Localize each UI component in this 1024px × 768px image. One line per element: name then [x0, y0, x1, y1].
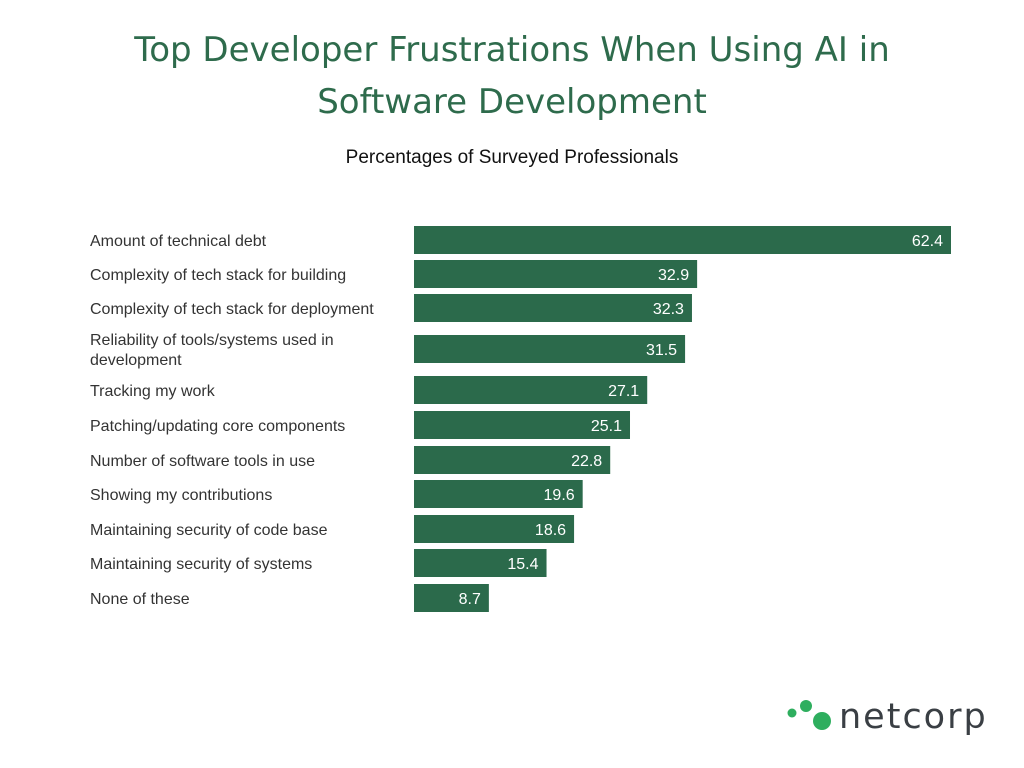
category-label: Complexity of tech stack for deployment — [90, 301, 374, 318]
bar — [414, 549, 547, 577]
bar-value-label: 31.5 — [646, 342, 677, 359]
category-label: Number of software tools in use — [90, 453, 315, 470]
category-label: development — [90, 352, 182, 369]
bar-value-label: 27.1 — [608, 383, 639, 400]
bar — [414, 446, 611, 474]
category-label: Amount of technical debt — [90, 233, 267, 250]
logo-dot-small — [787, 708, 797, 718]
category-label: Showing my contributions — [90, 487, 272, 504]
bar-value-label: 62.4 — [912, 233, 943, 250]
chart-subtitle: Percentages of Surveyed Professionals — [345, 147, 679, 168]
category-label: Patching/updating core components — [90, 418, 345, 435]
category-label: Maintaining security of systems — [90, 556, 312, 573]
bar-value-label: 25.1 — [591, 418, 622, 435]
bar-chart: 62.4 Amount of technical debt 32.9 Complexi… — [90, 226, 951, 612]
category-label: None of these — [90, 591, 190, 608]
bar — [414, 515, 575, 543]
bar-value-label: 8.7 — [459, 591, 481, 608]
category-label: Reliability of tools/systems used in — [90, 332, 334, 349]
bar — [414, 480, 583, 508]
bar — [414, 376, 648, 404]
brand-name: netcorp — [839, 697, 988, 737]
bar — [414, 226, 951, 254]
chart-title: Top Developer Frustrations When Using AI… — [134, 30, 890, 122]
bar-value-label: 32.9 — [658, 267, 689, 284]
bar — [414, 294, 692, 322]
bar-value-label: 18.6 — [535, 522, 566, 539]
category-label: Maintaining security of code base — [90, 522, 328, 539]
bar-value-label: 15.4 — [507, 556, 538, 573]
bar — [414, 335, 686, 363]
category-label: Tracking my work — [90, 383, 216, 400]
bar-value-label: 22.8 — [571, 453, 602, 470]
netcorp-logo-icon — [787, 700, 831, 730]
bar — [414, 584, 489, 612]
bar — [414, 260, 698, 288]
bar-value-label: 32.3 — [653, 301, 684, 318]
bar-value-label: 19.6 — [544, 487, 575, 504]
logo-dot-large — [813, 712, 831, 730]
bar — [414, 411, 631, 439]
logo-dot-medium — [800, 700, 812, 712]
category-label: Complexity of tech stack for building — [90, 267, 346, 284]
